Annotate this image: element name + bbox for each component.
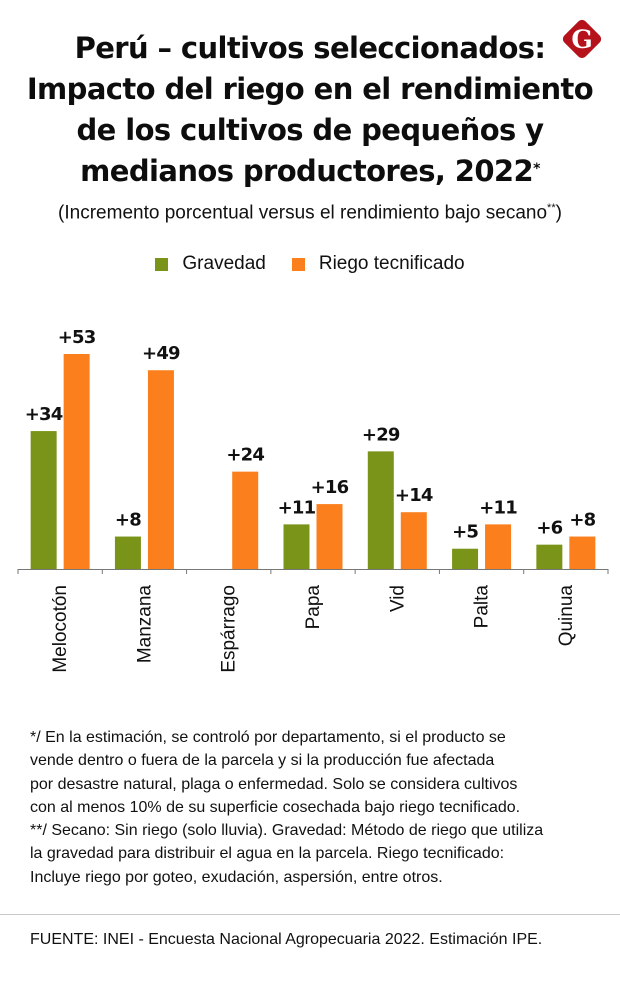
category-label: Quinua	[556, 585, 577, 647]
bar-riego	[232, 471, 259, 569]
title-line-4: medianos productores, 2022*	[0, 151, 620, 192]
title-line-1: Perú – cultivos seleccionados:	[74, 31, 546, 65]
chart-title: Perú – cultivos seleccionados: Impacto d…	[0, 28, 620, 192]
bar-riego	[400, 512, 427, 569]
subtitle-close: )	[555, 202, 562, 224]
data-label: +8	[569, 510, 595, 531]
category-label: Palta	[472, 585, 493, 629]
footnote-line: vende dentro o fuera de la parcela y si …	[30, 752, 495, 770]
data-label: +34	[25, 404, 63, 425]
footnote-line: Incluye riego por goteo, exudación, aspe…	[30, 868, 443, 886]
category-label: Vid	[387, 585, 408, 612]
gestion-logo-icon: G	[562, 19, 602, 59]
bar-gravedad	[367, 451, 394, 569]
bar-riego	[63, 354, 90, 569]
legend-label-riego: Riego tecnificado	[318, 253, 465, 274]
footnote-line: la gravedad para distribuir el agua en l…	[30, 845, 505, 863]
bar-gravedad	[536, 544, 563, 569]
footnote-line: con al menos 10% de su superficie cosech…	[30, 798, 521, 816]
bar-gravedad	[283, 524, 310, 569]
bar-riego	[147, 370, 174, 569]
legend-swatch-gravedad	[155, 257, 169, 271]
title-footnote-mark: *	[533, 161, 540, 177]
data-label: +6	[536, 518, 562, 539]
data-label: +53	[58, 327, 96, 348]
data-label: +24	[226, 445, 264, 466]
legend-swatch-riego	[291, 257, 305, 271]
data-label: +16	[311, 477, 349, 498]
data-label: +8	[115, 510, 141, 531]
footnotes: */ En la estimación, se controló por dep…	[30, 726, 600, 889]
category-label: Papa	[303, 585, 324, 630]
legend: Gravedad Riego tecnificado	[0, 253, 620, 275]
subtitle-text: (Incremento porcentual versus el rendimi…	[58, 202, 548, 224]
bar-gravedad	[114, 536, 141, 569]
footnote-line: por desastre natural, plaga o enfermedad…	[30, 775, 518, 793]
chart-subtitle: (Incremento porcentual versus el rendimi…	[0, 202, 620, 224]
subtitle-footnote-mark: **	[547, 202, 556, 214]
title-line-2: Impacto del riego en el rendimiento	[26, 72, 594, 106]
legend-label-gravedad: Gravedad	[182, 253, 266, 274]
data-label: +29	[362, 424, 400, 445]
logo-diamond	[562, 19, 602, 59]
bar-gravedad	[30, 431, 57, 569]
legend-item-riego: Riego tecnificado	[291, 253, 465, 275]
bar-riego	[569, 536, 596, 569]
category-label: Espárrago	[219, 585, 240, 673]
footnote-line: **/ Secano: Sin riego (solo lluvia). Gra…	[30, 822, 544, 840]
data-label: +14	[395, 485, 433, 506]
category-label: Melocotón	[50, 585, 71, 673]
title-line-3: de los cultivos de pequeños y	[76, 113, 545, 147]
bar-chart: +34 +53 Melocotón +8 +49 Manzana +24 Espárrago +…	[17, 327, 609, 673]
bar-gravedad	[452, 548, 479, 569]
category-label: Manzana	[134, 585, 155, 664]
bar-riego	[316, 504, 343, 569]
source-note: FUENTE: INEI - Encuesta Nacional Agropec…	[30, 931, 543, 948]
data-label: +11	[479, 497, 517, 518]
data-label: +11	[278, 497, 316, 518]
title-line-4-text: medianos productores, 2022	[80, 154, 534, 188]
footnote-line: */ En la estimación, se controló por dep…	[30, 729, 506, 746]
data-label: +5	[452, 522, 478, 543]
logo-letter: G	[571, 25, 592, 54]
bar-riego	[485, 524, 512, 569]
data-label: +49	[142, 343, 180, 364]
legend-item-gravedad: Gravedad	[155, 253, 266, 275]
divider	[0, 914, 620, 915]
